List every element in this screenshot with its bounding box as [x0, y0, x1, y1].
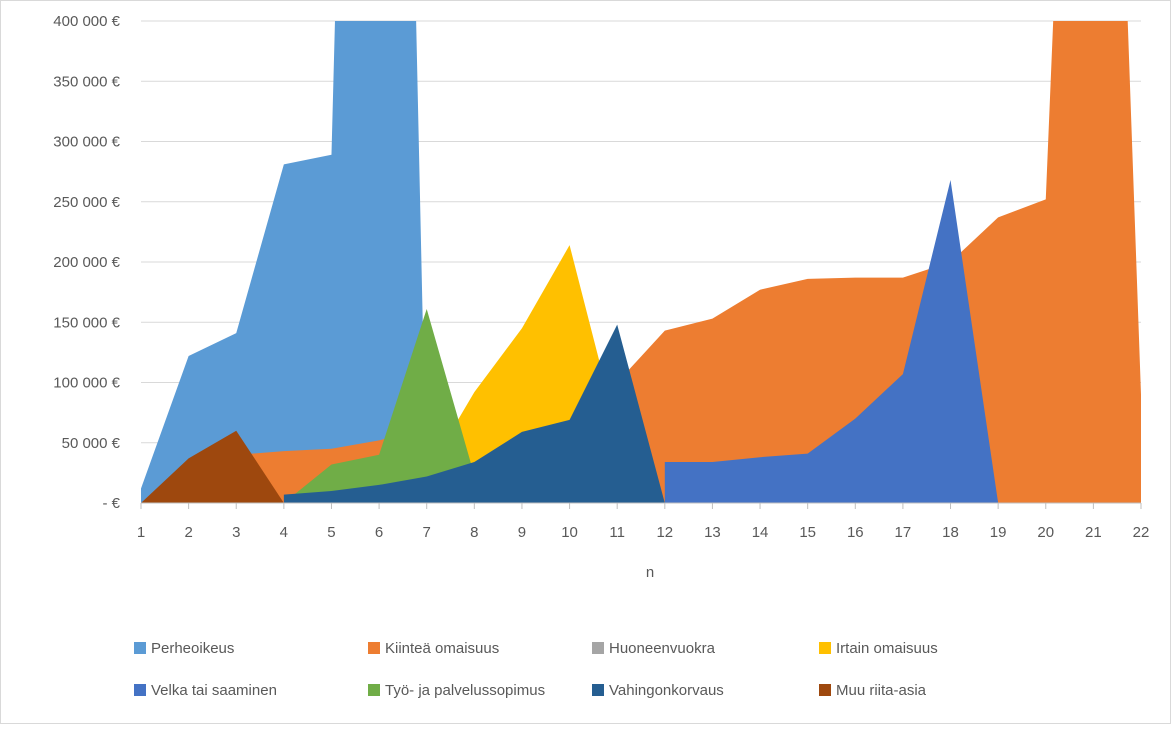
x-tick-label: 6 — [375, 524, 383, 541]
x-tick-label: 4 — [280, 524, 288, 541]
x-tick-label: 20 — [1037, 524, 1054, 541]
legend: Perheoikeus Kiinteä omaisuus Huoneenvuokra… — [134, 640, 938, 699]
y-tick-label: 150 000 € — [53, 314, 120, 331]
x-tick-label: 9 — [518, 524, 526, 541]
legend-swatch — [819, 642, 831, 654]
series-area-6 — [283, 308, 475, 503]
legend-label: Perheoikeus — [151, 640, 234, 657]
y-tick-label: 100 000 € — [53, 375, 120, 392]
x-tick-label: 22 — [1133, 524, 1150, 541]
x-tick-label: 5 — [327, 524, 335, 541]
legend-label: Työ- ja palvelussopimus — [385, 682, 545, 699]
legend-label: Vahingonkorvaus — [609, 682, 724, 699]
x-axis-label: n — [646, 564, 654, 581]
legend-label: Irtain omaisuus — [836, 640, 938, 657]
x-tick-label: 10 — [561, 524, 578, 541]
legend-swatch — [819, 684, 831, 696]
legend-label: Muu riita-asia — [836, 682, 927, 699]
x-tick-label: 2 — [184, 524, 192, 541]
x-tick-label: 21 — [1085, 524, 1102, 541]
x-tick-label: 1 — [137, 524, 145, 541]
series-area-1 — [141, 21, 427, 503]
series-area-5 — [664, 180, 999, 503]
y-tick-label: - € — [102, 495, 120, 512]
legend-swatch — [134, 642, 146, 654]
legend-label: Kiinteä omaisuus — [385, 640, 499, 657]
x-tick-label: 19 — [990, 524, 1007, 541]
legend-swatch — [592, 684, 604, 696]
legend-swatch — [134, 684, 146, 696]
x-tick-label: 14 — [752, 524, 769, 541]
x-tick-label: 12 — [656, 524, 673, 541]
x-tick-label: 7 — [423, 524, 431, 541]
x-tick-label: 13 — [704, 524, 721, 541]
x-tick-label: 17 — [895, 524, 912, 541]
series-area-7 — [283, 324, 665, 503]
y-tick-label: 250 000 € — [53, 194, 120, 211]
x-tick-label: 8 — [470, 524, 478, 541]
legend-swatch — [592, 642, 604, 654]
legend-label: Velka tai saaminen — [151, 682, 277, 699]
legend-swatch — [368, 642, 380, 654]
legend-label: Huoneenvuokra — [609, 640, 716, 657]
axes: - €50 000 €100 000 €150 000 €200 000 €25… — [53, 13, 1149, 541]
x-tick-label: 16 — [847, 524, 864, 541]
y-tick-label: 200 000 € — [53, 254, 120, 271]
x-tick-label: 18 — [942, 524, 959, 541]
y-tick-label: 400 000 € — [53, 13, 120, 30]
x-tick-label: 11 — [609, 524, 625, 541]
series-areas — [141, 21, 1141, 503]
y-tick-label: 300 000 € — [53, 134, 120, 151]
y-tick-label: 50 000 € — [62, 435, 121, 452]
x-tick-label: 15 — [799, 524, 816, 541]
legend-swatch — [368, 684, 380, 696]
series-area-8 — [141, 430, 284, 503]
y-tick-label: 350 000 € — [53, 73, 120, 90]
x-tick-label: 3 — [232, 524, 240, 541]
